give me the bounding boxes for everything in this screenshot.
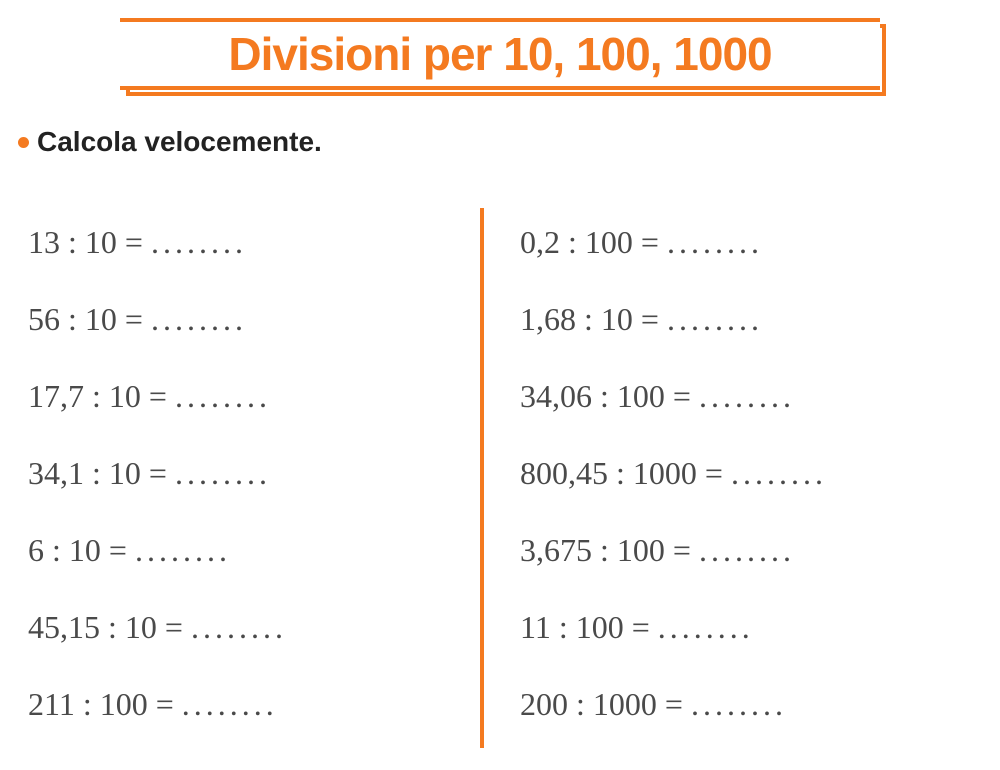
answer-blank[interactable]: ........ bbox=[182, 686, 278, 722]
problem-text: 34,06 : 100 = bbox=[520, 378, 699, 414]
problem-text: 1,68 : 10 = bbox=[520, 301, 667, 337]
problem-text: 211 : 100 = bbox=[28, 686, 182, 722]
answer-blank[interactable]: ........ bbox=[699, 532, 795, 568]
problem-text: 200 : 1000 = bbox=[520, 686, 691, 722]
problem-text: 0,2 : 100 = bbox=[520, 224, 667, 260]
problem-text: 45,15 : 10 = bbox=[28, 609, 191, 645]
problem-text: 13 : 10 = bbox=[28, 224, 151, 260]
problem-text: 17,7 : 10 = bbox=[28, 378, 175, 414]
page-title: Divisioni per 10, 100, 1000 bbox=[228, 27, 771, 81]
problem-row: 800,45 : 1000 = ........ bbox=[520, 455, 1000, 492]
answer-blank[interactable]: ........ bbox=[151, 224, 247, 260]
column-divider bbox=[480, 208, 484, 748]
problem-row: 211 : 100 = ........ bbox=[28, 686, 480, 723]
answer-blank[interactable]: ........ bbox=[667, 301, 763, 337]
problem-text: 800,45 : 1000 = bbox=[520, 455, 731, 491]
right-column: 0,2 : 100 = ........ 1,68 : 10 = .......… bbox=[480, 208, 1000, 748]
answer-blank[interactable]: ........ bbox=[667, 224, 763, 260]
problem-text: 11 : 100 = bbox=[520, 609, 658, 645]
bullet-icon bbox=[18, 137, 29, 148]
title-box: Divisioni per 10, 100, 1000 bbox=[120, 18, 880, 90]
instruction-row: Calcola velocemente. bbox=[0, 126, 1000, 158]
answer-blank[interactable]: ........ bbox=[691, 686, 787, 722]
answer-blank[interactable]: ........ bbox=[699, 378, 795, 414]
problem-row: 34,06 : 100 = ........ bbox=[520, 378, 1000, 415]
title-container: Divisioni per 10, 100, 1000 bbox=[120, 18, 880, 98]
problem-row: 11 : 100 = ........ bbox=[520, 609, 1000, 646]
problem-text: 3,675 : 100 = bbox=[520, 532, 699, 568]
worksheet-content: 13 : 10 = ........ 56 : 10 = ........ 17… bbox=[0, 208, 1000, 748]
problem-row: 0,2 : 100 = ........ bbox=[520, 224, 1000, 261]
left-column: 13 : 10 = ........ 56 : 10 = ........ 17… bbox=[0, 208, 480, 748]
problem-row: 6 : 10 = ........ bbox=[28, 532, 480, 569]
problem-row: 56 : 10 = ........ bbox=[28, 301, 480, 338]
problem-row: 3,675 : 100 = ........ bbox=[520, 532, 1000, 569]
answer-blank[interactable]: ........ bbox=[175, 455, 271, 491]
problem-row: 200 : 1000 = ........ bbox=[520, 686, 1000, 723]
problem-row: 1,68 : 10 = ........ bbox=[520, 301, 1000, 338]
answer-blank[interactable]: ........ bbox=[135, 532, 231, 568]
problem-row: 45,15 : 10 = ........ bbox=[28, 609, 480, 646]
answer-blank[interactable]: ........ bbox=[175, 378, 271, 414]
problem-text: 34,1 : 10 = bbox=[28, 455, 175, 491]
problem-text: 56 : 10 = bbox=[28, 301, 151, 337]
answer-blank[interactable]: ........ bbox=[191, 609, 287, 645]
instruction-text: Calcola velocemente. bbox=[37, 126, 322, 158]
problem-row: 17,7 : 10 = ........ bbox=[28, 378, 480, 415]
answer-blank[interactable]: ........ bbox=[658, 609, 754, 645]
problem-row: 34,1 : 10 = ........ bbox=[28, 455, 480, 492]
problem-text: 6 : 10 = bbox=[28, 532, 135, 568]
answer-blank[interactable]: ........ bbox=[151, 301, 247, 337]
problem-row: 13 : 10 = ........ bbox=[28, 224, 480, 261]
answer-blank[interactable]: ........ bbox=[731, 455, 827, 491]
